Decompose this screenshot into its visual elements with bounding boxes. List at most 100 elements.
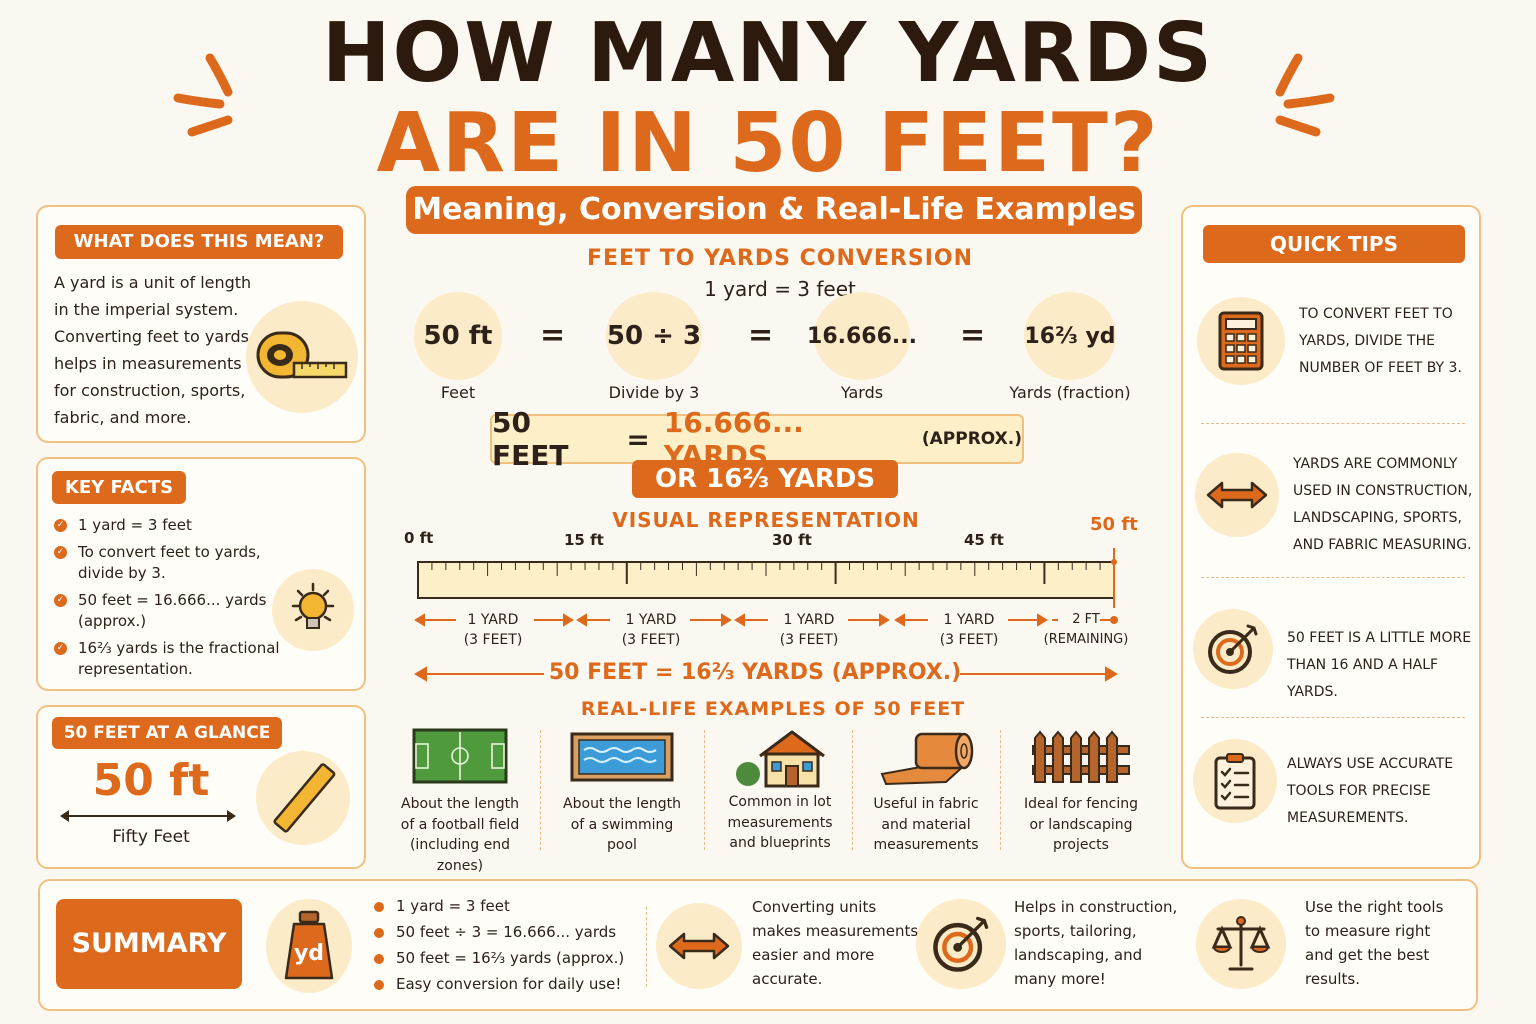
summary-bullet-text: Easy conversion for daily use! bbox=[396, 975, 622, 993]
weight-icon: yd bbox=[266, 899, 352, 993]
summary-block-text: Use the right tools to measure right and g… bbox=[1305, 895, 1475, 991]
summary-line: many more! bbox=[1014, 970, 1106, 988]
summary-block-text: Helps in construction, sports, tailoring,… bbox=[1014, 895, 1184, 991]
example-text: Useful in fabric and material measurements bbox=[856, 794, 996, 856]
tape-measure-icon bbox=[246, 301, 358, 413]
step-divide-value: 50 ÷ 3 bbox=[606, 292, 702, 380]
swimming-pool-icon bbox=[570, 732, 674, 782]
segment-line: 1 YARD bbox=[943, 612, 995, 628]
example-line: measurements bbox=[873, 837, 979, 853]
tick-label: 0 ft bbox=[404, 529, 434, 547]
house-icon bbox=[736, 730, 825, 788]
spark-left-icon bbox=[173, 53, 233, 137]
key-fact-item: ✓ 1 yard = 3 feet bbox=[54, 515, 284, 536]
step-feet-value: 50 ft bbox=[414, 292, 502, 380]
example-fabric: Useful in fabric and material measurements bbox=[856, 728, 996, 856]
segment-line: (3 FEET) bbox=[939, 632, 999, 648]
example-fence: Ideal for fencing or landscaping projects bbox=[1010, 728, 1152, 856]
meaning-text: A yard is a unit of length in the imperi… bbox=[54, 269, 264, 431]
fence-icon bbox=[1032, 730, 1130, 783]
result-note: (APPROX.) bbox=[921, 429, 1022, 449]
total-arrow bbox=[414, 666, 1118, 682]
segment-label: 1 YARD (3 FEET) bbox=[610, 610, 692, 650]
step-fraction-value: 16⅔ yd bbox=[1024, 292, 1116, 380]
glance-arrow-icon bbox=[60, 810, 236, 822]
check-icon: ✓ bbox=[54, 546, 67, 559]
summary-bullet: 1 yard = 3 feet bbox=[374, 893, 634, 919]
tip-line: LANDSCAPING, SPORTS, bbox=[1293, 510, 1462, 526]
meaning-line: helps in measurements bbox=[54, 354, 242, 373]
divider bbox=[540, 730, 541, 850]
example-house: Common in lot measurements and blueprints bbox=[710, 726, 850, 854]
segment-arrows bbox=[414, 613, 1118, 627]
page-title-line2: ARE IN 50 FEET? bbox=[376, 96, 1160, 191]
tip-text: 50 FEET IS A LITTLE MORE THAN 16 AND A HA… bbox=[1287, 625, 1483, 706]
meaning-line: for construction, sports, bbox=[54, 381, 246, 400]
segment-line: (3 FEET) bbox=[779, 632, 839, 648]
conversion-rule: 1 yard = 3 feet bbox=[704, 277, 856, 301]
summary-line: landscaping, and bbox=[1014, 946, 1143, 964]
segment-line: (REMAINING) bbox=[1043, 632, 1129, 647]
equals-sign: = bbox=[540, 318, 566, 353]
key-fact-line: representation. bbox=[78, 660, 193, 678]
check-icon: ✓ bbox=[54, 642, 67, 655]
segment-line: (3 FEET) bbox=[621, 632, 681, 648]
tip-line: TOOLS FOR PRECISE bbox=[1287, 783, 1431, 799]
example-line: or landscaping bbox=[1029, 816, 1133, 833]
key-fact-line: 1 yard = 3 feet bbox=[78, 516, 192, 534]
summary-line: to measure right bbox=[1305, 922, 1431, 940]
ruler-graphic bbox=[417, 548, 1117, 608]
example-football: About the length of a football field (incl… bbox=[390, 728, 530, 876]
glance-card: 50 FEET AT A GLANCE 50 ft Fifty Feet bbox=[36, 705, 366, 869]
example-line: pool bbox=[607, 837, 637, 853]
glance-value: 50 ft bbox=[92, 755, 210, 806]
key-fact-item: ✓ 16⅔ yards is the fractional representati… bbox=[54, 638, 284, 680]
bullet-dot-icon bbox=[374, 928, 384, 938]
step-feet-label: Feet bbox=[440, 383, 476, 402]
equals-sign: = bbox=[748, 318, 774, 353]
tip-line: MEASUREMENTS. bbox=[1287, 810, 1409, 826]
tip-line: YARDS, DIVIDE THE bbox=[1299, 333, 1435, 349]
summary-line: makes measurements bbox=[752, 922, 919, 940]
target-icon bbox=[1193, 609, 1273, 689]
tip-text: ALWAYS USE ACCURATE TOOLS FOR PRECISE MEAS… bbox=[1287, 751, 1477, 832]
divider bbox=[704, 730, 705, 850]
summary-line: accurate. bbox=[752, 970, 823, 988]
divider bbox=[646, 907, 647, 987]
step-yards-value: 16.666... bbox=[807, 292, 917, 380]
tip-line: THAN 16 AND A HALF YARDS. bbox=[1287, 657, 1439, 700]
total-label: 50 FEET = 16⅔ YARDS (APPROX.) bbox=[548, 660, 962, 685]
football-field-icon bbox=[412, 728, 508, 784]
summary-bullet-text: 1 yard = 3 feet bbox=[396, 897, 510, 915]
divider bbox=[1201, 423, 1465, 424]
example-line: of a football field bbox=[400, 816, 520, 833]
conversion-heading: FEET TO YARDS CONVERSION bbox=[586, 246, 974, 271]
segment-line: (3 FEET) bbox=[463, 632, 523, 648]
segment-line: 1 YARD bbox=[625, 612, 677, 628]
divider bbox=[852, 730, 853, 850]
example-line: of a swimming bbox=[570, 816, 674, 833]
summary-bullet-text: 50 feet ÷ 3 = 16.666... yards bbox=[396, 923, 617, 941]
tips-card: QUICK TIPS TO CONVERT FEET TO YARDS, DIVI… bbox=[1181, 205, 1481, 869]
key-fact-line: 50 feet = 16.666... yards bbox=[78, 591, 267, 609]
summary-line: results. bbox=[1305, 970, 1361, 988]
ruler-end-dot bbox=[1111, 559, 1117, 565]
summary-line: Converting units bbox=[752, 898, 877, 916]
summary-card: SUMMARY yd 1 yard = 3 feet 50 feet ÷ 3 =… bbox=[38, 879, 1478, 1011]
key-fact-line: 16⅔ yards is the fractional bbox=[78, 639, 280, 657]
key-facts-card: KEY FACTS ✓ 1 yard = 3 feet ✓ To convert f… bbox=[36, 457, 366, 691]
meaning-line: A yard is a unit of length bbox=[54, 273, 252, 292]
checklist-icon bbox=[1193, 739, 1277, 823]
summary-line: Helps in construction, bbox=[1014, 898, 1178, 916]
example-line: About the length bbox=[563, 796, 681, 812]
meaning-line: in the imperial system. bbox=[54, 300, 239, 319]
tip-line: ALWAYS USE ACCURATE bbox=[1287, 756, 1454, 772]
segment-label: 1 YARD (3 FEET) bbox=[768, 610, 850, 650]
glance-caption: Fifty Feet bbox=[112, 827, 190, 847]
summary-block-text: Converting units makes measurements easier… bbox=[752, 895, 920, 991]
check-icon: ✓ bbox=[54, 519, 67, 532]
summary-bullet: Easy conversion for daily use! bbox=[374, 971, 634, 997]
summary-heading: SUMMARY bbox=[56, 899, 242, 989]
tip-text: TO CONVERT FEET TO YARDS, DIVIDE THE NUMBE… bbox=[1299, 301, 1479, 382]
step-fraction-label: Yards (fraction) bbox=[1009, 383, 1131, 402]
